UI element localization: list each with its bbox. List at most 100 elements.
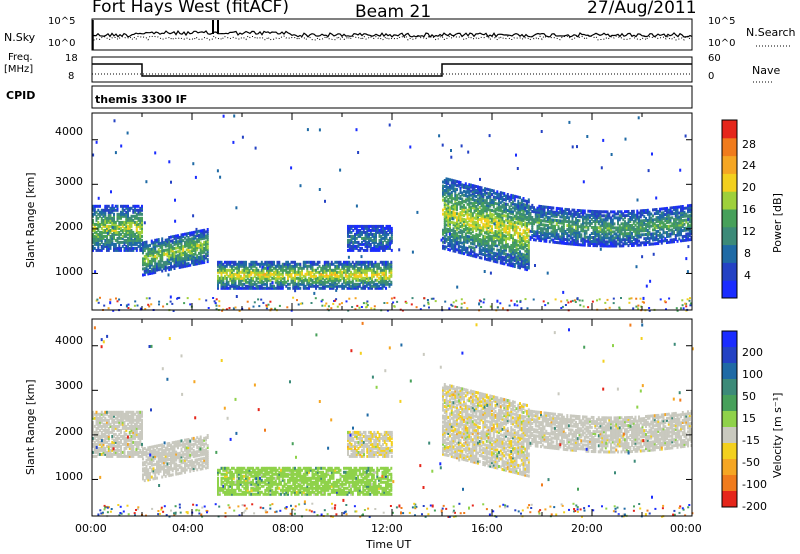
power-echo-cell	[489, 244, 492, 248]
power-echo-cell	[201, 237, 204, 241]
power-echo-cell	[457, 216, 460, 220]
power-echo-cell	[569, 226, 572, 230]
power-echo-cell	[624, 210, 626, 214]
power-echo-cell	[173, 252, 176, 256]
power-echo-cell	[304, 262, 307, 266]
power-echo-cell	[484, 241, 486, 245]
power-echo-cell	[522, 211, 525, 215]
power-echo-cell	[344, 270, 347, 274]
power-echo-cell	[327, 264, 330, 268]
power-echo-cell	[168, 256, 171, 259]
power-echo-cell	[538, 210, 541, 214]
power-echo-cell	[152, 269, 155, 273]
power-echo-cell	[192, 247, 195, 250]
power-echo-cell	[681, 213, 684, 216]
power-echo-cell	[471, 186, 474, 190]
power-echo-cell	[264, 262, 267, 266]
power-echo-cell	[652, 220, 654, 224]
power-echo-cell	[491, 189, 493, 192]
power-echo-cell	[266, 282, 268, 286]
power-echo-cell	[260, 274, 263, 278]
power-echo-cell	[382, 244, 384, 248]
power-scatter-cell	[630, 297, 633, 300]
power-echo-cell	[459, 181, 462, 184]
power-echo-cell	[582, 219, 584, 223]
power-echo-cell	[299, 264, 302, 268]
power-echo-cell	[348, 282, 351, 286]
power-echo-cell	[524, 261, 527, 265]
power-echo-cell	[359, 232, 362, 236]
power-echo-cell	[271, 276, 274, 280]
power-echo-cell	[573, 208, 576, 212]
power-echo-cell	[580, 233, 583, 237]
power-echo-cell	[582, 225, 584, 229]
power-echo-cell	[683, 234, 686, 238]
power-echo-cell	[376, 242, 379, 246]
power-echo-cell	[517, 239, 520, 243]
power-echo-cell	[382, 232, 384, 236]
power-echo-cell	[163, 261, 165, 265]
power-echo-cell	[443, 229, 446, 233]
power-echo-cell	[506, 193, 509, 196]
power-echo-cell	[132, 246, 135, 250]
power-echo-cell	[116, 218, 119, 222]
power-echo-cell	[442, 190, 444, 194]
power-echo-cell	[255, 270, 258, 274]
power-echo-cell	[466, 253, 469, 256]
power-echo-cell	[477, 237, 479, 241]
power-echo-cell	[450, 192, 453, 196]
power-echo-cell	[517, 247, 520, 251]
power-echo-cell	[610, 216, 612, 220]
power-echo-cell	[173, 250, 176, 254]
power-echo-cell	[299, 278, 302, 282]
power-echo-cell	[125, 230, 128, 234]
power-echo-cell	[512, 222, 514, 226]
power-echo-cell	[499, 229, 502, 233]
power-echo-cell	[161, 237, 164, 241]
power-echo-cell	[559, 239, 562, 243]
power-echo-cell	[192, 249, 195, 252]
power-echo-cell	[527, 214, 530, 218]
power-echo-cell	[655, 220, 658, 224]
power-scatter-cell	[510, 299, 513, 302]
power-echo-cell	[524, 243, 527, 247]
power-echo-cell	[175, 262, 178, 266]
power-echo-cell	[629, 238, 632, 241]
power-echo-cell	[688, 210, 691, 214]
power-echo-cell	[347, 248, 349, 252]
power-echo-cell	[513, 216, 516, 220]
power-echo-cell	[585, 239, 588, 243]
power-echo-cell	[93, 206, 96, 210]
power-echo-cell	[489, 210, 492, 214]
power-echo-cell	[232, 278, 235, 282]
power-echo-cell	[383, 236, 386, 240]
power-echo-cell	[93, 228, 96, 232]
power-echo-cell	[484, 235, 486, 239]
power-echo-cell	[168, 248, 171, 251]
power-echo-cell	[315, 282, 317, 286]
power-echo-cell	[477, 213, 479, 217]
power-echo-cell	[627, 226, 630, 230]
power-echo-cell	[309, 266, 312, 270]
power-echo-cell	[157, 254, 160, 258]
power-echo-cell	[330, 278, 333, 282]
power-echo-cell	[492, 189, 495, 193]
power-echo-cell	[287, 266, 289, 270]
power-echo-cell	[135, 240, 138, 244]
power-echo-cell	[629, 212, 632, 215]
power-echo-cell	[178, 239, 181, 243]
power-echo-cell	[464, 250, 467, 254]
power-echo-cell	[655, 224, 658, 228]
power-echo-cell	[141, 206, 143, 210]
power-echo-cell	[638, 235, 640, 239]
power-echo-cell	[389, 226, 391, 230]
power-echo-cell	[576, 221, 579, 224]
power-echo-cell	[552, 228, 555, 232]
power-echo-cell	[527, 252, 530, 256]
power-echo-cell	[482, 210, 485, 214]
power-echo-cell	[562, 235, 565, 239]
power-echo-cell	[380, 230, 383, 234]
power-echo-cell	[622, 234, 625, 238]
power-echo-cell	[655, 218, 658, 222]
power-echo-cell	[543, 227, 546, 231]
